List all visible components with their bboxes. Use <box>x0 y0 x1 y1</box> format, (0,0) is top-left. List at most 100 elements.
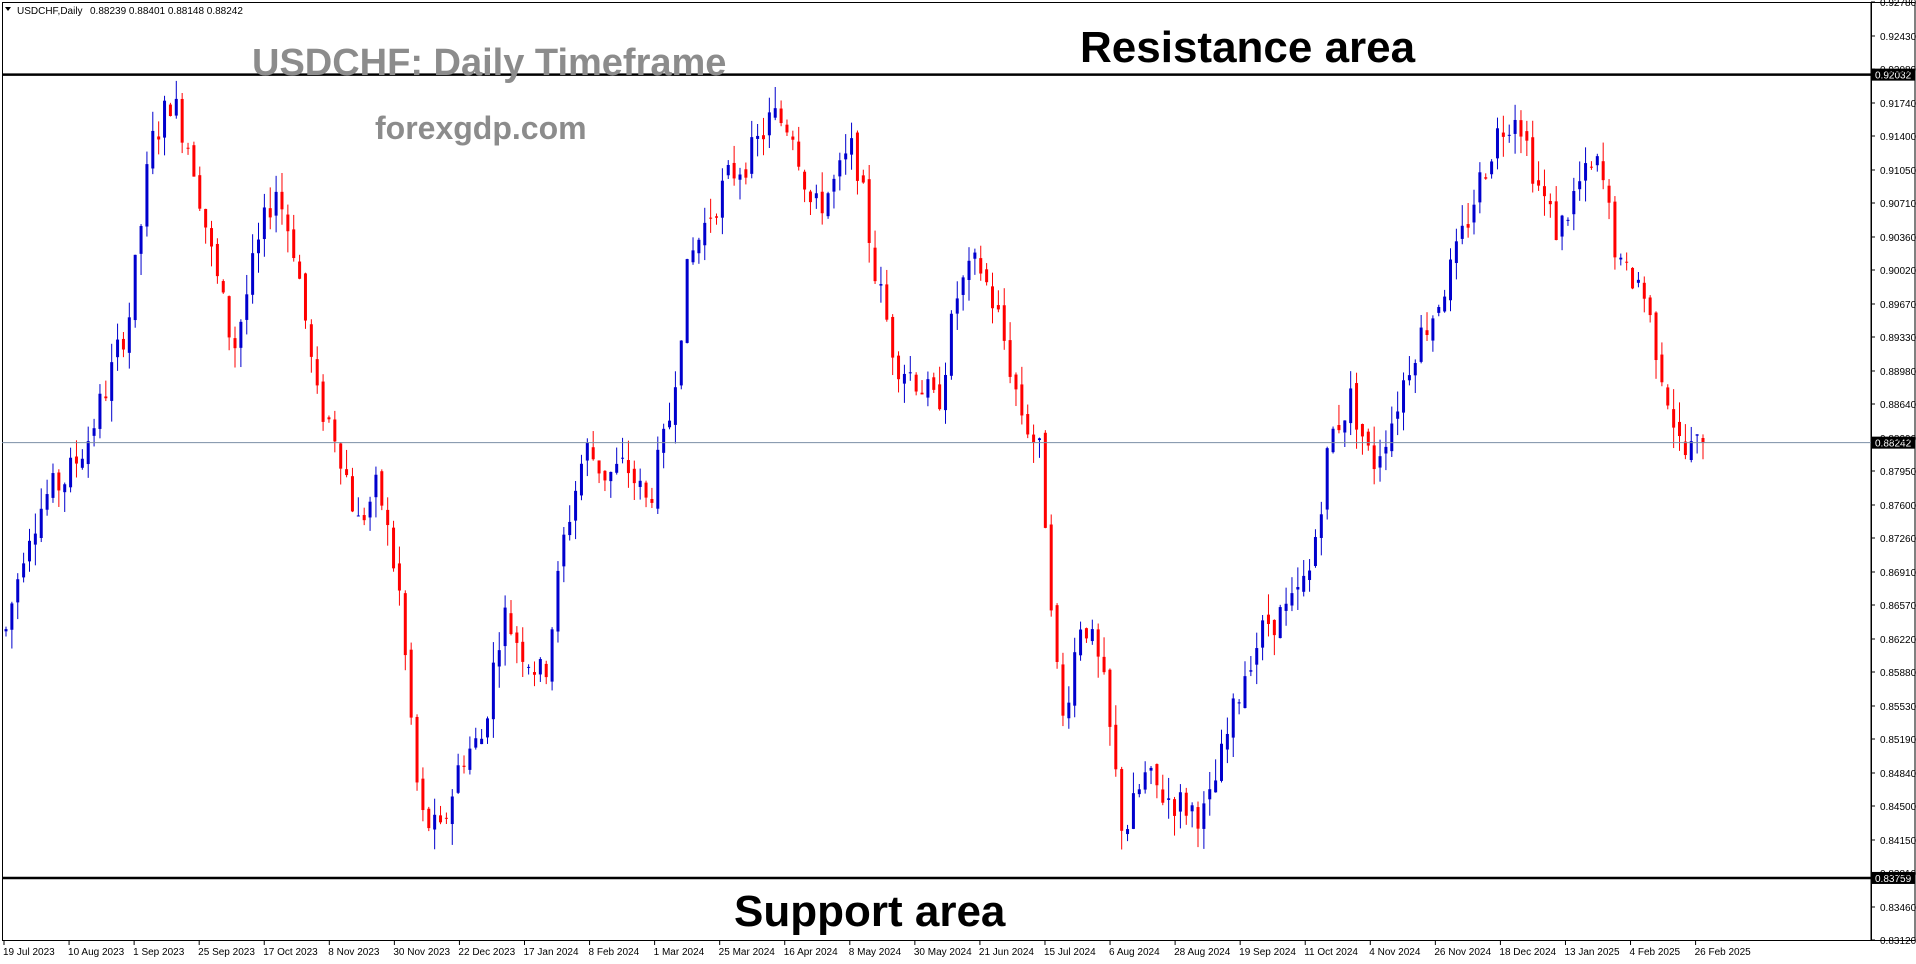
candle-body <box>121 338 125 350</box>
candle-body <box>568 521 572 536</box>
candle <box>1214 759 1218 793</box>
candle-body <box>474 738 478 748</box>
candle-body <box>127 317 131 353</box>
candle <box>1084 627 1088 643</box>
candle <box>814 184 818 209</box>
x-tick-label: 19 Jul 2023 <box>3 947 55 958</box>
candle-body <box>397 563 401 591</box>
candle-body <box>1454 241 1458 264</box>
candle-body <box>298 261 302 279</box>
candle-body <box>1419 327 1423 362</box>
candle-body <box>1143 772 1147 790</box>
candle <box>397 546 401 606</box>
candle <box>1437 304 1441 317</box>
y-tick-label: 0.92089 <box>1880 65 1916 76</box>
candle <box>1167 777 1171 819</box>
candle-body <box>773 108 777 118</box>
candle-body <box>1202 803 1206 829</box>
candle-body <box>251 253 255 295</box>
candle-body <box>174 98 178 116</box>
candle-body <box>1243 676 1247 709</box>
candle-body <box>286 214 290 232</box>
candle <box>57 469 61 507</box>
candle <box>1572 177 1576 231</box>
candle-body <box>1460 225 1464 239</box>
candle <box>1237 699 1241 715</box>
level-price-label: 0.92032 <box>1875 71 1912 82</box>
candle <box>350 467 354 513</box>
candle-body <box>1308 570 1312 581</box>
candle-body <box>715 216 719 218</box>
candle <box>1020 366 1024 425</box>
candle <box>832 174 836 209</box>
candle <box>233 326 237 368</box>
candle-body <box>556 570 560 632</box>
candle <box>615 447 619 475</box>
candle-body <box>309 324 313 357</box>
candle <box>80 449 84 470</box>
candle-body <box>544 663 548 678</box>
candle <box>503 595 507 666</box>
candle-body <box>268 208 272 218</box>
candle <box>579 454 583 501</box>
candle-body <box>944 374 948 411</box>
candle-body <box>1126 829 1130 835</box>
candle <box>897 351 901 393</box>
candle <box>585 438 589 477</box>
x-tick-label: 17 Jan 2024 <box>523 947 578 958</box>
candle-body <box>450 796 454 825</box>
candle-body <box>873 247 877 282</box>
candle-body <box>245 294 249 320</box>
candle-body <box>1219 743 1223 781</box>
candle-body <box>1425 330 1429 335</box>
candle <box>779 100 783 127</box>
candle <box>1672 389 1676 449</box>
candle-body <box>891 316 895 358</box>
support-area-label: Support area <box>734 887 1006 936</box>
candle <box>1695 434 1699 454</box>
candle-body <box>1672 409 1676 428</box>
candle-body <box>198 175 202 209</box>
y-tick-label: 0.83120 <box>1880 936 1916 947</box>
candle-body <box>1560 215 1564 237</box>
candle-body <box>1384 446 1388 454</box>
candle-body <box>327 417 331 420</box>
candle <box>145 151 149 237</box>
candle-body <box>1531 137 1535 184</box>
candle-body <box>521 641 525 662</box>
candle <box>1313 529 1317 568</box>
candle-body <box>738 174 742 180</box>
candle-body <box>1255 648 1259 665</box>
candle <box>1120 766 1124 850</box>
candle <box>345 449 349 478</box>
candle-body <box>1049 524 1053 611</box>
candle-body <box>192 145 196 177</box>
x-tick-label: 26 Feb 2025 <box>1695 947 1752 958</box>
candle <box>1578 161 1582 201</box>
candle <box>1525 120 1529 157</box>
candle-body <box>1443 296 1447 312</box>
candle <box>1284 587 1288 626</box>
level-price-marker <box>1872 871 1915 884</box>
website-watermark: forexgdp.com <box>375 110 587 146</box>
candle <box>626 440 630 488</box>
chart-menu-arrow-icon[interactable] <box>5 7 11 11</box>
x-tick-label: 6 Aug 2024 <box>1109 947 1160 958</box>
candle-body <box>468 748 472 770</box>
candle-body <box>1084 628 1088 639</box>
candle-body <box>668 420 672 428</box>
y-tick-label: 0.91740 <box>1880 99 1916 110</box>
candle <box>1390 406 1394 457</box>
candle <box>39 488 43 543</box>
candle-body <box>1466 224 1470 228</box>
candle-body <box>902 373 906 384</box>
candle <box>867 165 871 263</box>
candle <box>656 436 660 514</box>
candle-body <box>262 207 266 240</box>
candle <box>491 642 495 738</box>
candle-body <box>1660 354 1664 383</box>
candle-body <box>98 393 102 429</box>
candle-body <box>1079 629 1083 656</box>
x-tick-label: 8 May 2024 <box>849 947 902 958</box>
